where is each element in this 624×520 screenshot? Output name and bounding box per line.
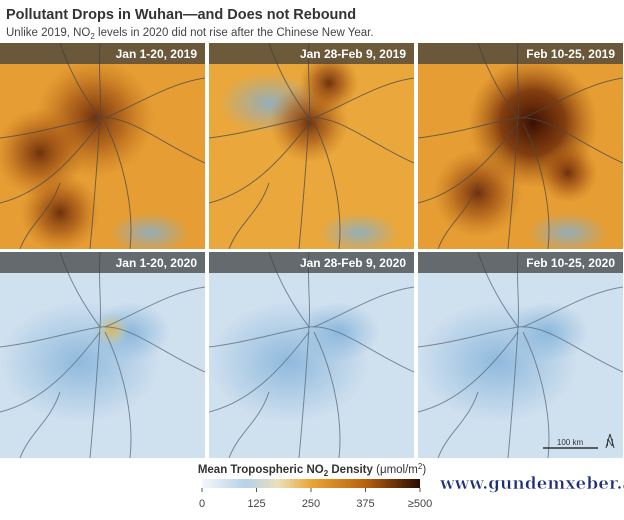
panel-label: Feb 10-25, 2019: [526, 47, 615, 61]
subtitle: Unlike 2019, NO2 levels in 2020 did not …: [6, 27, 374, 41]
road: [418, 331, 519, 413]
road: [209, 122, 310, 204]
map-layer: [209, 43, 414, 249]
panel-label: Jan 28-Feb 9, 2020: [300, 256, 406, 270]
road: [437, 182, 479, 249]
road: [228, 391, 270, 458]
colorbar-ramp: [202, 479, 420, 488]
road: [507, 43, 520, 249]
road: [104, 331, 132, 458]
panel-header: [0, 252, 205, 273]
subtitle-part: levels in 2020 did not rise after the Ch…: [95, 27, 374, 39]
low-area: [319, 213, 399, 249]
road: [313, 77, 414, 119]
north-arrow: [605, 433, 615, 449]
colorbar-tick-label: 250: [302, 498, 320, 510]
road: [522, 331, 550, 458]
high-spot: [94, 312, 130, 348]
road: [104, 286, 205, 328]
map-layer: [418, 43, 623, 249]
high-area: [20, 173, 100, 249]
map-panel: Feb 10-25, 2020 100 km N: [418, 252, 623, 458]
map-panel: Jan 28-Feb 9, 2019: [209, 43, 414, 249]
road: [298, 252, 311, 458]
road: [104, 122, 132, 249]
colorbar-unit: (μmol/m: [376, 464, 418, 476]
colorbar-tick-label: 0: [199, 498, 205, 510]
colorbar-tick-label: ≥500: [408, 498, 432, 510]
road: [522, 286, 623, 328]
panel-label: Jan 1-20, 2019: [116, 47, 198, 61]
panel-header: [418, 43, 623, 64]
road: [228, 182, 270, 249]
road: [89, 43, 102, 249]
road: [507, 252, 520, 458]
mid-area: [299, 302, 379, 362]
colorbar-unit: ): [422, 464, 426, 476]
road: [104, 77, 205, 119]
road: [313, 286, 414, 328]
map-panel: Feb 10-25, 2019: [418, 43, 623, 249]
high-area: [299, 53, 359, 113]
panel-label: Feb 10-25, 2020: [526, 256, 615, 270]
panel-header: [0, 43, 205, 64]
colorbar-title-sub: 2: [324, 469, 329, 478]
road: [418, 122, 519, 204]
road: [522, 122, 550, 249]
panel-label: Jan 1-20, 2020: [116, 256, 198, 270]
north-label: N: [606, 438, 613, 449]
mid-area: [508, 302, 588, 362]
panel-header: [418, 252, 623, 273]
map-layer: [418, 252, 623, 458]
colorbar-title: Mean Tropospheric NO2 Density (μmol/m2): [198, 462, 427, 478]
road: [89, 252, 102, 458]
low-area: [528, 213, 608, 249]
colorbar-title-part: Density: [328, 464, 376, 476]
title: Pollutant Drops in Wuhan—and Does not Re…: [6, 7, 356, 23]
panel-label: Jan 28-Feb 9, 2019: [300, 47, 406, 61]
low-area: [110, 213, 190, 249]
road: [437, 391, 479, 458]
subtitle-part: Unlike 2019, NO: [6, 27, 90, 39]
map-panel: Jan 1-20, 2020: [0, 252, 205, 458]
map-layer: [209, 252, 414, 458]
road: [0, 122, 101, 204]
road: [0, 331, 101, 413]
watermark: www.gundemxeber.az: [439, 474, 624, 494]
colorbar-tick-label: 125: [247, 498, 265, 510]
road: [209, 331, 310, 413]
road: [298, 43, 311, 249]
panel-header: [209, 252, 414, 273]
colorbar-title-part: Mean Tropospheric NO: [198, 464, 324, 476]
panel-header: [209, 43, 414, 64]
road: [313, 122, 341, 249]
road: [522, 77, 623, 119]
colorbar-tick-label: 375: [356, 498, 374, 510]
scale-bar-label: 100 km: [557, 438, 584, 447]
map-panel: Jan 1-20, 2019: [0, 43, 205, 249]
map-layer: [0, 43, 205, 249]
high-area: [538, 143, 598, 203]
colorbar-unit-sup: 2: [418, 462, 423, 471]
road: [19, 391, 61, 458]
road: [19, 182, 61, 249]
map-panel: Jan 28-Feb 9, 2020: [209, 252, 414, 458]
high-area: [433, 148, 523, 238]
map-layer: [0, 252, 205, 458]
road: [313, 331, 341, 458]
subtitle-sub: 2: [90, 32, 95, 41]
